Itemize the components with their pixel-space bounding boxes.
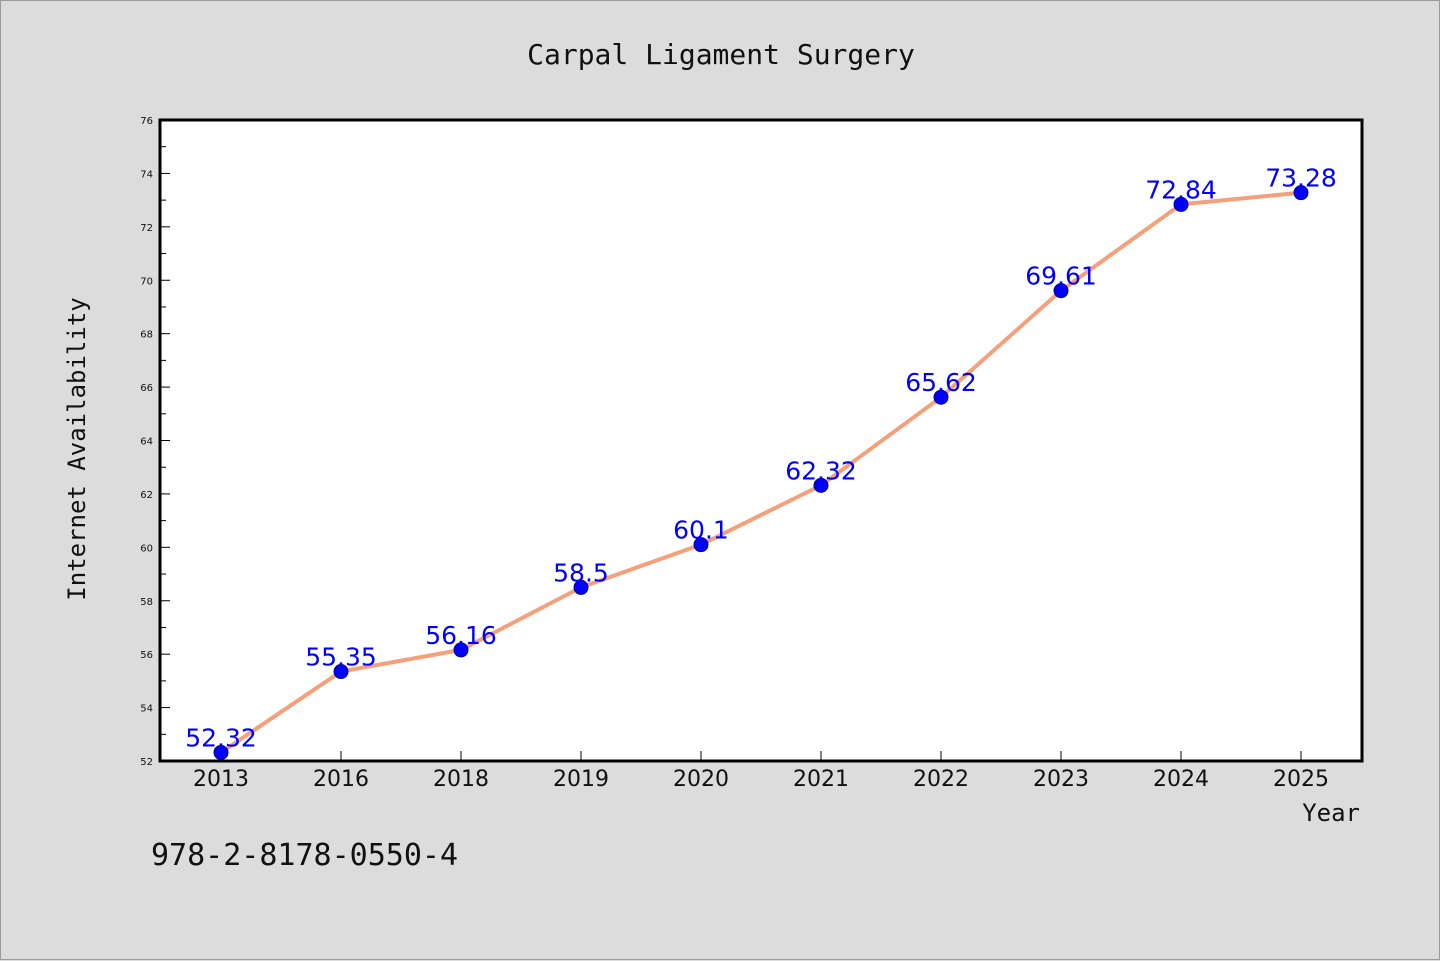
data-point-2023 (1053, 283, 1069, 299)
y-tick-label: 58 (140, 597, 153, 608)
data-label-2016: 55.35 (305, 643, 377, 672)
data-label-2013: 52.32 (185, 723, 257, 752)
y-tick-label: 76 (140, 116, 153, 127)
data-point-2018 (453, 642, 469, 658)
data-label-2025: 73.28 (1265, 164, 1337, 193)
data-label-2024: 72.84 (1145, 175, 1217, 204)
data-labels: 52.32 55.35 56.16 58.5 60.1 62.32 65.62 69.61 72… (185, 164, 1337, 753)
data-point-2024 (1173, 196, 1189, 212)
y-axis-title: Internet Availability (63, 297, 91, 600)
x-axis: 2013 2016 2018 2019 2020 2021 2022 2023 2024 2025 (193, 751, 1329, 792)
data-point-2019 (573, 579, 589, 595)
data-point-2016 (333, 664, 349, 680)
data-point-2025 (1293, 185, 1309, 201)
y-tick-label: 72 (140, 223, 153, 234)
data-point-2022 (933, 389, 949, 405)
y-tick-label: 52 (140, 757, 153, 768)
x-tick-label: 2022 (913, 767, 969, 792)
chart-title: Carpal Ligament Surgery (527, 38, 915, 71)
y-tick-label: 68 (140, 330, 153, 341)
x-tick-label: 2013 (193, 767, 249, 792)
y-tick-label: 54 (140, 704, 153, 715)
y-tick-label: 62 (140, 490, 153, 501)
x-tick-label: 2019 (553, 767, 609, 792)
x-tick-label: 2024 (1153, 767, 1209, 792)
series-markers (213, 185, 1309, 760)
x-tick-label: 2025 (1273, 767, 1329, 792)
y-tick-label: 74 (140, 169, 153, 180)
y-tick-label: 70 (140, 276, 153, 287)
y-axis: 52 54 56 58 60 62 64 66 68 70 72 74 76 (140, 116, 170, 768)
series-path (219, 190, 1303, 755)
plot-area (158, 118, 1364, 763)
x-tick-label: 2023 (1033, 767, 1089, 792)
x-tick-label: 2021 (793, 767, 849, 792)
x-tick-label: 2016 (313, 767, 369, 792)
y-tick-label: 60 (140, 543, 153, 554)
data-point-2020 (693, 537, 709, 553)
y-tick-label: 56 (140, 650, 153, 661)
y-tick-label: 64 (140, 437, 153, 448)
data-label-2022: 65.62 (905, 368, 977, 397)
data-label-2019: 58.5 (553, 558, 609, 587)
x-tick-label: 2018 (433, 767, 489, 792)
y-tick-label: 66 (140, 383, 153, 394)
data-label-2020: 60.1 (673, 516, 729, 545)
data-point-2013 (213, 744, 229, 760)
series-line (219, 190, 1303, 755)
footnote-isbn: 978-2-8178-0550-4 (151, 838, 458, 873)
x-tick-label: 2020 (673, 767, 729, 792)
data-label-2018: 56.16 (425, 621, 497, 650)
data-label-2021: 62.32 (785, 456, 857, 485)
data-point-2021 (813, 477, 829, 493)
data-label-2023: 69.61 (1025, 262, 1097, 291)
x-axis-title: Year (1302, 799, 1360, 827)
